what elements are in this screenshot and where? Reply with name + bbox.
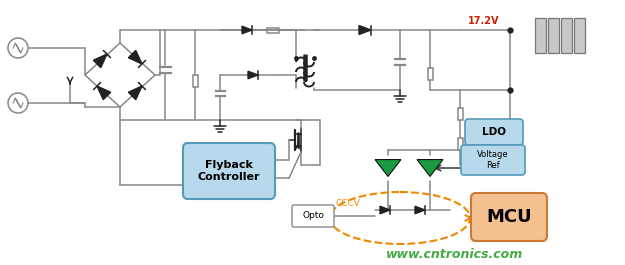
Bar (548, 18, 559, 53)
Text: LDO: LDO (482, 127, 506, 137)
Text: Voltage
Ref: Voltage Ref (478, 150, 509, 170)
FancyBboxPatch shape (471, 193, 547, 241)
Polygon shape (415, 206, 425, 214)
Text: www.cntronics.com: www.cntronics.com (386, 249, 524, 262)
FancyBboxPatch shape (292, 205, 334, 227)
Text: Opto: Opto (302, 211, 324, 220)
Bar (267, 28, 279, 33)
Polygon shape (380, 206, 390, 214)
Bar (458, 108, 462, 120)
Text: CCCV: CCCV (335, 198, 360, 207)
Bar (535, 18, 546, 53)
Text: 17.2V: 17.2V (468, 16, 499, 26)
Bar (458, 138, 462, 150)
Polygon shape (93, 54, 107, 68)
Bar (192, 75, 198, 87)
Text: MCU: MCU (486, 208, 532, 226)
FancyBboxPatch shape (465, 119, 523, 145)
Polygon shape (128, 50, 142, 64)
Text: Flyback
Controller: Flyback Controller (198, 160, 260, 182)
Bar (561, 18, 572, 53)
Polygon shape (359, 25, 371, 34)
Polygon shape (97, 86, 111, 100)
Bar (574, 18, 585, 53)
Polygon shape (248, 71, 258, 79)
Bar (428, 68, 432, 80)
Polygon shape (375, 160, 401, 176)
FancyBboxPatch shape (461, 145, 525, 175)
FancyBboxPatch shape (183, 143, 275, 199)
Polygon shape (417, 160, 443, 176)
Polygon shape (128, 86, 142, 100)
Polygon shape (242, 26, 252, 34)
